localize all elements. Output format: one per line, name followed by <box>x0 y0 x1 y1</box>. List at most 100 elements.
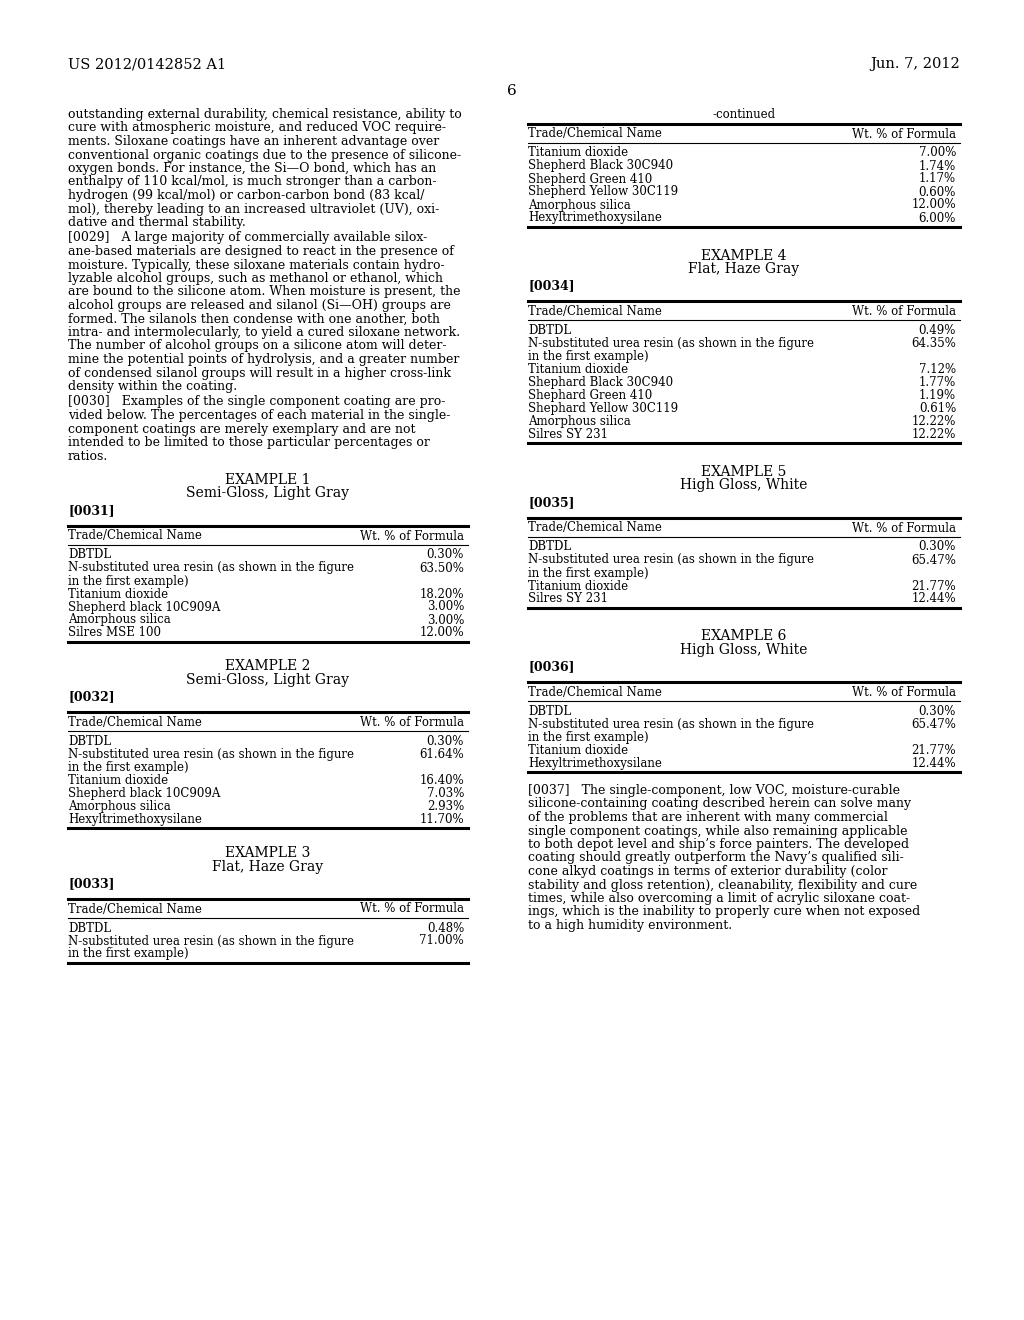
Text: in the first example): in the first example) <box>528 731 648 744</box>
Text: Shephard Green 410: Shephard Green 410 <box>528 389 652 403</box>
Text: High Gloss, White: High Gloss, White <box>680 479 808 492</box>
Text: N-substituted urea resin (as shown in the figure: N-substituted urea resin (as shown in th… <box>68 935 354 948</box>
Text: alcohol groups are released and silanol (Si—OH) groups are: alcohol groups are released and silanol … <box>68 300 451 312</box>
Text: Trade/Chemical Name: Trade/Chemical Name <box>528 128 662 140</box>
Text: 0.48%: 0.48% <box>427 921 464 935</box>
Text: in the first example): in the first example) <box>68 574 188 587</box>
Text: 61.64%: 61.64% <box>419 748 464 762</box>
Text: Shepherd Green 410: Shepherd Green 410 <box>528 173 652 186</box>
Text: DBTDL: DBTDL <box>68 735 112 748</box>
Text: Silres MSE 100: Silres MSE 100 <box>68 627 161 639</box>
Text: are bound to the silicone atom. When moisture is present, the: are bound to the silicone atom. When moi… <box>68 285 461 298</box>
Text: Hexyltrimethoxysilane: Hexyltrimethoxysilane <box>68 813 202 826</box>
Text: 1.19%: 1.19% <box>919 389 956 403</box>
Text: EXAMPLE 2: EXAMPLE 2 <box>225 660 310 673</box>
Text: coating should greatly outperform the Navy’s qualified sili-: coating should greatly outperform the Na… <box>528 851 904 865</box>
Text: EXAMPLE 1: EXAMPLE 1 <box>225 473 310 487</box>
Text: Silres SY 231: Silres SY 231 <box>528 428 608 441</box>
Text: DBTDL: DBTDL <box>68 921 112 935</box>
Text: mol), thereby leading to an increased ultraviolet (UV), oxi-: mol), thereby leading to an increased ul… <box>68 202 439 215</box>
Text: dative and thermal stability.: dative and thermal stability. <box>68 216 246 228</box>
Text: Titanium dioxide: Titanium dioxide <box>528 147 628 160</box>
Text: 21.77%: 21.77% <box>911 579 956 593</box>
Text: in the first example): in the first example) <box>68 762 188 774</box>
Text: Wt. % of Formula: Wt. % of Formula <box>360 903 464 916</box>
Text: Wt. % of Formula: Wt. % of Formula <box>852 686 956 700</box>
Text: Shephard Yellow 30C119: Shephard Yellow 30C119 <box>528 403 678 414</box>
Text: Silres SY 231: Silres SY 231 <box>528 593 608 606</box>
Text: Titanium dioxide: Titanium dioxide <box>528 363 628 376</box>
Text: Trade/Chemical Name: Trade/Chemical Name <box>528 521 662 535</box>
Text: 0.30%: 0.30% <box>919 540 956 553</box>
Text: N-substituted urea resin (as shown in the figure: N-substituted urea resin (as shown in th… <box>68 748 354 762</box>
Text: N-substituted urea resin (as shown in the figure: N-substituted urea resin (as shown in th… <box>528 553 814 566</box>
Text: Shepherd black 10C909A: Shepherd black 10C909A <box>68 787 220 800</box>
Text: in the first example): in the first example) <box>68 948 188 961</box>
Text: 65.47%: 65.47% <box>911 553 956 566</box>
Text: component coatings are merely exemplary and are not: component coatings are merely exemplary … <box>68 422 416 436</box>
Text: Titanium dioxide: Titanium dioxide <box>528 744 628 756</box>
Text: Amorphous silica: Amorphous silica <box>68 614 171 627</box>
Text: cone alkyd coatings in terms of exterior durability (color: cone alkyd coatings in terms of exterior… <box>528 865 888 878</box>
Text: lyzable alcohol groups, such as methanol or ethanol, which: lyzable alcohol groups, such as methanol… <box>68 272 443 285</box>
Text: [0033]: [0033] <box>68 876 115 890</box>
Text: intended to be limited to those particular percentages or: intended to be limited to those particul… <box>68 436 430 449</box>
Text: 3.00%: 3.00% <box>427 614 464 627</box>
Text: stability and gloss retention), cleanability, flexibility and cure: stability and gloss retention), cleanabi… <box>528 879 918 891</box>
Text: Flat, Haze Gray: Flat, Haze Gray <box>212 859 324 874</box>
Text: Shepherd black 10C909A: Shepherd black 10C909A <box>68 601 220 614</box>
Text: [0034]: [0034] <box>528 280 574 293</box>
Text: Shephard Black 30C940: Shephard Black 30C940 <box>528 376 673 389</box>
Text: DBTDL: DBTDL <box>528 323 571 337</box>
Text: Trade/Chemical Name: Trade/Chemical Name <box>68 903 202 916</box>
Text: 16.40%: 16.40% <box>419 774 464 787</box>
Text: 7.00%: 7.00% <box>919 147 956 160</box>
Text: N-substituted urea resin (as shown in the figure: N-substituted urea resin (as shown in th… <box>68 561 354 574</box>
Text: mine the potential points of hydrolysis, and a greater number: mine the potential points of hydrolysis,… <box>68 352 460 366</box>
Text: silicone-containing coating described herein can solve many: silicone-containing coating described he… <box>528 797 911 810</box>
Text: single component coatings, while also remaining applicable: single component coatings, while also re… <box>528 825 907 837</box>
Text: ratios.: ratios. <box>68 450 109 462</box>
Text: formed. The silanols then condense with one another, both: formed. The silanols then condense with … <box>68 313 440 326</box>
Text: Wt. % of Formula: Wt. % of Formula <box>360 529 464 543</box>
Text: 18.20%: 18.20% <box>420 587 464 601</box>
Text: of the problems that are inherent with many commercial: of the problems that are inherent with m… <box>528 810 888 824</box>
Text: Shepherd Black 30C940: Shepherd Black 30C940 <box>528 160 673 173</box>
Text: Flat, Haze Gray: Flat, Haze Gray <box>688 261 800 276</box>
Text: times, while also overcoming a limit of acrylic siloxane coat-: times, while also overcoming a limit of … <box>528 892 910 906</box>
Text: density within the coating.: density within the coating. <box>68 380 238 393</box>
Text: outstanding external durability, chemical resistance, ability to: outstanding external durability, chemica… <box>68 108 462 121</box>
Text: N-substituted urea resin (as shown in the figure: N-substituted urea resin (as shown in th… <box>528 337 814 350</box>
Text: Wt. % of Formula: Wt. % of Formula <box>852 128 956 140</box>
Text: 6.00%: 6.00% <box>919 211 956 224</box>
Text: of condensed silanol groups will result in a higher cross-link: of condensed silanol groups will result … <box>68 367 451 380</box>
Text: 0.49%: 0.49% <box>919 323 956 337</box>
Text: 2.93%: 2.93% <box>427 800 464 813</box>
Text: 1.74%: 1.74% <box>919 160 956 173</box>
Text: Titanium dioxide: Titanium dioxide <box>68 774 168 787</box>
Text: Semi-Gloss, Light Gray: Semi-Gloss, Light Gray <box>186 487 349 500</box>
Text: hydrogen (99 kcal/mol) or carbon-carbon bond (83 kcal/: hydrogen (99 kcal/mol) or carbon-carbon … <box>68 189 425 202</box>
Text: 21.77%: 21.77% <box>911 744 956 756</box>
Text: vided below. The percentages of each material in the single-: vided below. The percentages of each mat… <box>68 409 451 422</box>
Text: Amorphous silica: Amorphous silica <box>68 800 171 813</box>
Text: [0035]: [0035] <box>528 496 574 510</box>
Text: enthalpy of 110 kcal/mol, is much stronger than a carbon-: enthalpy of 110 kcal/mol, is much strong… <box>68 176 436 189</box>
Text: to both depot level and ship’s force painters. The developed: to both depot level and ship’s force pai… <box>528 838 909 851</box>
Text: 11.70%: 11.70% <box>420 813 464 826</box>
Text: -continued: -continued <box>713 108 775 121</box>
Text: 0.61%: 0.61% <box>919 403 956 414</box>
Text: Wt. % of Formula: Wt. % of Formula <box>360 715 464 729</box>
Text: Titanium dioxide: Titanium dioxide <box>528 579 628 593</box>
Text: 1.17%: 1.17% <box>919 173 956 186</box>
Text: 7.03%: 7.03% <box>427 787 464 800</box>
Text: [0036]: [0036] <box>528 660 574 673</box>
Text: 64.35%: 64.35% <box>911 337 956 350</box>
Text: Hexyltrimethoxysilane: Hexyltrimethoxysilane <box>528 211 662 224</box>
Text: Semi-Gloss, Light Gray: Semi-Gloss, Light Gray <box>186 673 349 686</box>
Text: Trade/Chemical Name: Trade/Chemical Name <box>528 686 662 700</box>
Text: 12.44%: 12.44% <box>911 756 956 770</box>
Text: DBTDL: DBTDL <box>528 705 571 718</box>
Text: 12.22%: 12.22% <box>911 414 956 428</box>
Text: [0030]   Examples of the single component coating are pro-: [0030] Examples of the single component … <box>68 396 445 408</box>
